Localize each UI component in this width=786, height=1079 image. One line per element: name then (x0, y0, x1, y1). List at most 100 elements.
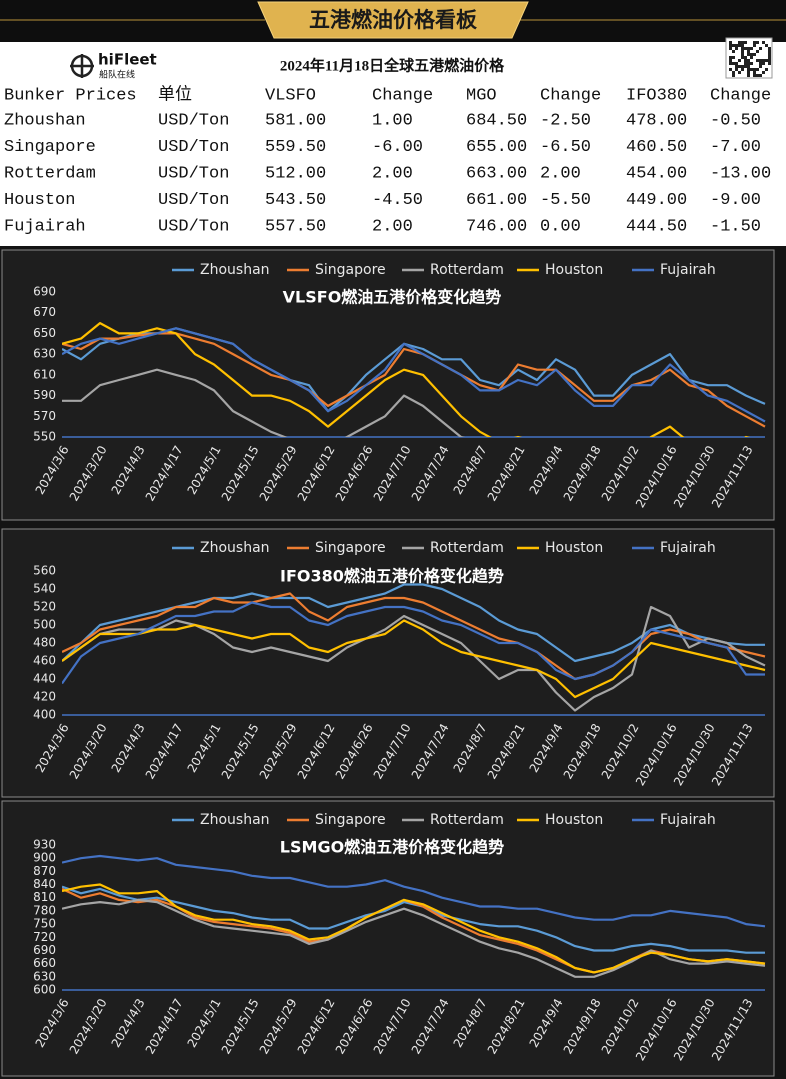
legend-label: Fujairah (660, 262, 716, 278)
qr-cell (747, 53, 750, 56)
qr-cell (753, 44, 756, 47)
qr-cell (750, 47, 753, 50)
table-panel (0, 42, 786, 246)
qr-cell (747, 68, 750, 71)
qr-cell (741, 44, 744, 47)
change-cell: 0.00 (540, 217, 581, 236)
qr-cell (738, 71, 741, 74)
qr-cell (741, 53, 744, 56)
y-tick-label: 560 (33, 564, 56, 578)
y-tick-label: 400 (33, 708, 56, 722)
y-tick-label: 550 (33, 430, 56, 444)
qr-cell (750, 53, 753, 56)
table-cell: 581.00 (265, 111, 326, 130)
qr-cell (735, 65, 738, 68)
qr-cell (744, 56, 747, 59)
logo-text: hiFleet (98, 51, 157, 69)
qr-cell (729, 56, 732, 59)
title-banner (257, 1, 529, 39)
change-cell: -13.00 (710, 164, 771, 183)
legend-label: Houston (545, 812, 603, 828)
qr-cell (741, 56, 744, 59)
series-line (62, 601, 765, 685)
y-tick-label: 630 (33, 969, 56, 983)
change-cell: -6.00 (372, 138, 423, 157)
qr-cell (753, 68, 756, 71)
chart-title: VLSFO燃油五港价格变化趋势 (283, 288, 502, 307)
qr-cell (747, 50, 750, 53)
series-line (62, 619, 766, 699)
qr-cell (759, 47, 762, 50)
qr-cell (738, 41, 741, 44)
qr-cell (768, 59, 771, 62)
qr-cell (732, 44, 735, 47)
qr-cell (738, 44, 741, 47)
qr-cell (750, 62, 753, 65)
qr-cell (768, 47, 771, 50)
y-tick-label: 480 (33, 636, 56, 650)
qr-cell (747, 71, 750, 74)
qr-cell (729, 68, 732, 71)
qr-cell (747, 47, 750, 50)
qr-cell (759, 59, 762, 62)
qr-cell (729, 41, 732, 44)
table-header: Bunker Prices (4, 86, 137, 105)
change-cell: -4.50 (372, 191, 423, 210)
qr-cell (762, 71, 765, 74)
change-cell: -5.50 (540, 191, 591, 210)
y-tick-label: 840 (33, 877, 56, 891)
qr-cell (768, 53, 771, 56)
y-tick-label: 590 (33, 388, 56, 402)
y-tick-label: 520 (33, 600, 56, 614)
series-line (62, 327, 766, 423)
series-line (62, 883, 766, 974)
y-tick-label: 690 (33, 285, 56, 299)
table-cell: 655.00 (466, 138, 527, 157)
legend-label: Rotterdam (430, 812, 504, 828)
table-header: 单位 (158, 84, 192, 105)
qr-cell (744, 59, 747, 62)
table-cell: 454.00 (626, 164, 687, 183)
y-tick-label: 630 (33, 347, 56, 361)
y-tick-label: 540 (33, 582, 56, 596)
qr-cell (741, 65, 744, 68)
legend-label: Houston (545, 262, 603, 278)
y-tick-label: 660 (33, 956, 56, 970)
qr-cell (765, 68, 768, 71)
legend-label: Rotterdam (430, 540, 504, 556)
logo-subtext: 船队在线 (99, 69, 135, 81)
qr-cell (741, 68, 744, 71)
change-cell: -2.50 (540, 111, 591, 130)
table-cell: USD/Ton (158, 164, 229, 183)
table-cell: 478.00 (626, 111, 687, 130)
change-cell: -7.00 (710, 138, 761, 157)
qr-cell (750, 56, 753, 59)
qr-cell (747, 59, 750, 62)
y-tick-label: 810 (33, 890, 56, 904)
series-line (62, 332, 766, 428)
table-cell: USD/Ton (158, 138, 229, 157)
table-cell: 512.00 (265, 164, 326, 183)
qr-cell (756, 41, 759, 44)
qr-cell (729, 62, 732, 65)
qr-cell (741, 41, 744, 44)
table-cell: 444.50 (626, 217, 687, 236)
y-tick-label: 460 (33, 654, 56, 668)
table-subtitle: 2024年11月18日全球五港燃油价格 (280, 56, 505, 74)
qr-cell (768, 62, 771, 65)
table-cell: 684.50 (466, 111, 527, 130)
qr-cell (759, 65, 762, 68)
legend-label: Zhoushan (200, 540, 270, 556)
y-tick-label: 690 (33, 943, 56, 957)
y-tick-label: 650 (33, 326, 56, 340)
table-cell: Fujairah (4, 217, 86, 236)
change-cell: -1.50 (710, 217, 761, 236)
legend-label: Singapore (315, 812, 386, 828)
chart-title: LSMGO燃油五港价格变化趋势 (280, 838, 504, 857)
qr-cell (735, 44, 738, 47)
table-cell: Rotterdam (4, 164, 96, 183)
qr-cell (765, 59, 768, 62)
legend-label: Zhoushan (200, 812, 270, 828)
table-cell: 460.50 (626, 138, 687, 157)
